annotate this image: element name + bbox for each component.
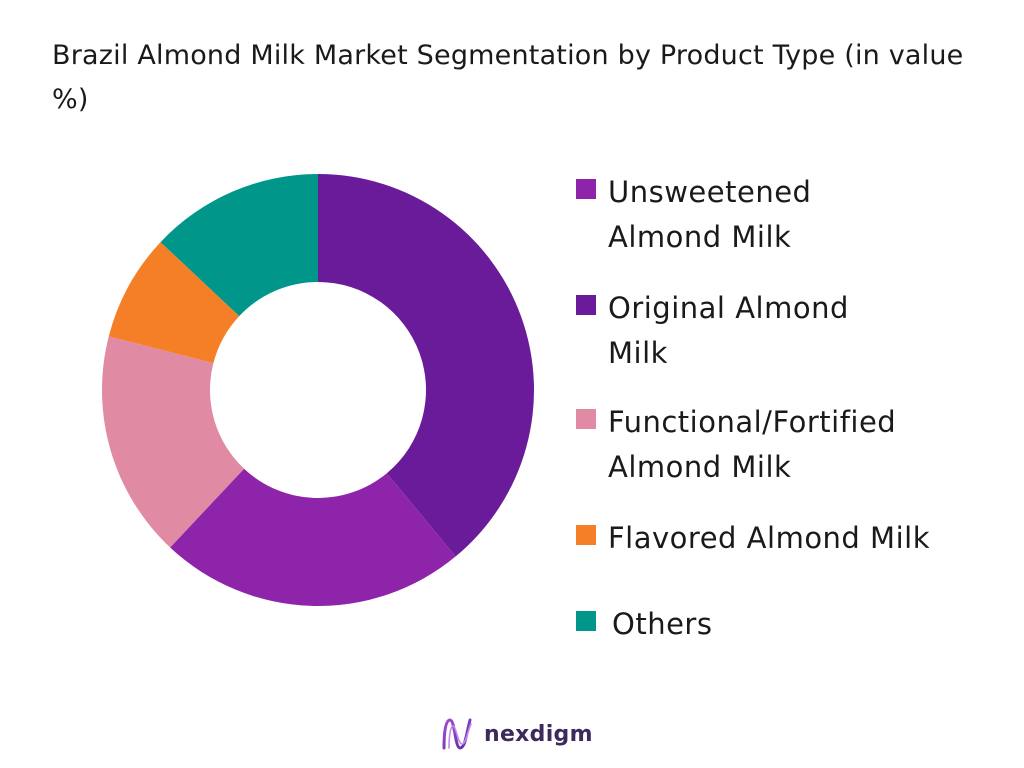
slice-functional-fortified-almond-milk (101, 336, 245, 548)
slice-flavored-almond-milk (108, 242, 240, 364)
donut-slices (101, 174, 535, 606)
legend-item-functional: Functional/Fortified Almond Milk (576, 400, 948, 490)
legend-label-others: Others (612, 607, 713, 641)
slice-original-almond-milk (318, 174, 535, 557)
brand-logo: nexdigm (440, 714, 593, 754)
nexdigm-logo-icon (442, 718, 472, 750)
legend-label-functional: Functional/Fortified Almond Milk (608, 405, 897, 484)
legend-item-others: Others (576, 602, 862, 647)
slice-unsweetened-almond-milk (170, 468, 456, 606)
legend-label-flavored: Flavored Almond Milk (608, 521, 930, 555)
legend-item-flavored: Flavored Almond Milk (576, 516, 1008, 561)
legend-item-original: Original Almond Milk (576, 286, 888, 376)
legend-item-unsweetened: Unsweetened Almond Milk (576, 170, 858, 260)
slice-others (160, 174, 318, 317)
legend-swatch-original (576, 295, 596, 315)
legend-label-unsweetened: Unsweetened Almond Milk (608, 175, 812, 254)
legend-swatch-unsweetened (576, 179, 596, 199)
legend-label-original: Original Almond Milk (608, 291, 849, 370)
legend-swatch-functional (576, 409, 596, 429)
legend-swatch-others (576, 611, 596, 631)
chart-title: Brazil Almond Milk Market Segmentation b… (52, 40, 964, 115)
legend-swatch-flavored (576, 525, 596, 545)
brand-name: nexdigm (484, 721, 593, 747)
